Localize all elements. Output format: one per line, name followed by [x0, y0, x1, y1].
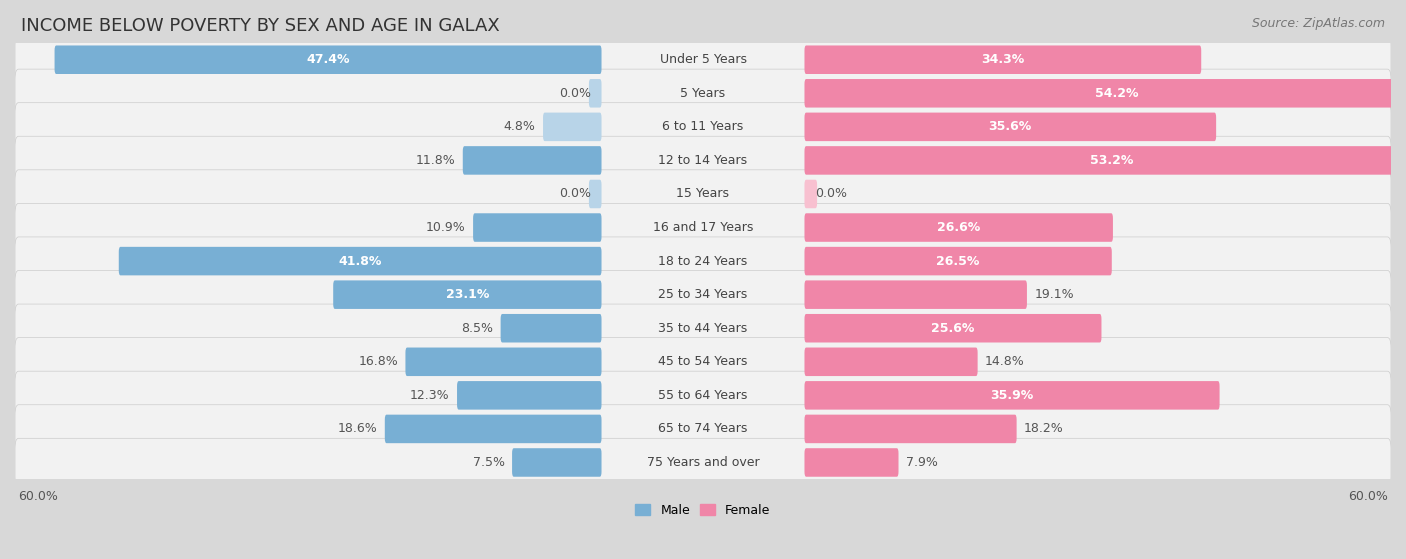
Text: 0.0%: 0.0% [815, 187, 848, 201]
FancyBboxPatch shape [15, 69, 1391, 117]
FancyBboxPatch shape [804, 45, 1201, 74]
FancyBboxPatch shape [15, 103, 1391, 151]
Legend: Male, Female: Male, Female [636, 504, 770, 517]
Text: 15 Years: 15 Years [676, 187, 730, 201]
FancyBboxPatch shape [15, 338, 1391, 386]
Text: 14.8%: 14.8% [986, 356, 1025, 368]
FancyBboxPatch shape [512, 448, 602, 477]
FancyBboxPatch shape [15, 237, 1391, 285]
Text: 5 Years: 5 Years [681, 87, 725, 100]
FancyBboxPatch shape [804, 179, 817, 209]
FancyBboxPatch shape [543, 112, 602, 141]
FancyBboxPatch shape [501, 314, 602, 343]
Text: 4.8%: 4.8% [503, 120, 536, 134]
Text: 60.0%: 60.0% [18, 490, 58, 503]
Text: 26.6%: 26.6% [936, 221, 980, 234]
FancyBboxPatch shape [15, 36, 1391, 84]
Text: 25.6%: 25.6% [931, 322, 974, 335]
FancyBboxPatch shape [15, 136, 1391, 184]
FancyBboxPatch shape [804, 112, 1216, 141]
Text: 6 to 11 Years: 6 to 11 Years [662, 120, 744, 134]
FancyBboxPatch shape [55, 45, 602, 74]
Text: Under 5 Years: Under 5 Years [659, 53, 747, 66]
Text: 0.0%: 0.0% [558, 87, 591, 100]
FancyBboxPatch shape [15, 371, 1391, 419]
Text: 47.4%: 47.4% [307, 53, 350, 66]
Text: 19.1%: 19.1% [1035, 288, 1074, 301]
FancyBboxPatch shape [15, 438, 1391, 487]
Text: 23.1%: 23.1% [446, 288, 489, 301]
FancyBboxPatch shape [15, 203, 1391, 252]
FancyBboxPatch shape [804, 247, 1112, 276]
FancyBboxPatch shape [804, 314, 1101, 343]
FancyBboxPatch shape [804, 281, 1026, 309]
FancyBboxPatch shape [385, 415, 602, 443]
FancyBboxPatch shape [804, 348, 977, 376]
Text: 25 to 34 Years: 25 to 34 Years [658, 288, 748, 301]
FancyBboxPatch shape [333, 281, 602, 309]
Text: 53.2%: 53.2% [1090, 154, 1133, 167]
Text: 55 to 64 Years: 55 to 64 Years [658, 389, 748, 402]
FancyBboxPatch shape [804, 146, 1406, 174]
Text: 34.3%: 34.3% [981, 53, 1025, 66]
Text: 18.6%: 18.6% [337, 423, 377, 435]
FancyBboxPatch shape [589, 179, 602, 209]
Text: INCOME BELOW POVERTY BY SEX AND AGE IN GALAX: INCOME BELOW POVERTY BY SEX AND AGE IN G… [21, 17, 501, 35]
FancyBboxPatch shape [589, 79, 602, 107]
FancyBboxPatch shape [804, 214, 1114, 242]
FancyBboxPatch shape [463, 146, 602, 174]
FancyBboxPatch shape [118, 247, 602, 276]
Text: 7.9%: 7.9% [905, 456, 938, 469]
Text: 16.8%: 16.8% [359, 356, 398, 368]
Text: 11.8%: 11.8% [416, 154, 456, 167]
FancyBboxPatch shape [15, 304, 1391, 352]
FancyBboxPatch shape [15, 405, 1391, 453]
FancyBboxPatch shape [804, 79, 1406, 107]
Text: 45 to 54 Years: 45 to 54 Years [658, 356, 748, 368]
FancyBboxPatch shape [405, 348, 602, 376]
Text: 75 Years and over: 75 Years and over [647, 456, 759, 469]
Text: 54.2%: 54.2% [1095, 87, 1139, 100]
FancyBboxPatch shape [804, 381, 1219, 410]
Text: 18.2%: 18.2% [1024, 423, 1064, 435]
FancyBboxPatch shape [15, 170, 1391, 218]
FancyBboxPatch shape [457, 381, 602, 410]
Text: 26.5%: 26.5% [936, 254, 980, 268]
FancyBboxPatch shape [804, 415, 1017, 443]
Text: 7.5%: 7.5% [472, 456, 505, 469]
Text: 8.5%: 8.5% [461, 322, 494, 335]
FancyBboxPatch shape [15, 271, 1391, 319]
FancyBboxPatch shape [472, 214, 602, 242]
Text: 35.6%: 35.6% [988, 120, 1032, 134]
Text: 18 to 24 Years: 18 to 24 Years [658, 254, 748, 268]
Text: 65 to 74 Years: 65 to 74 Years [658, 423, 748, 435]
Text: 12 to 14 Years: 12 to 14 Years [658, 154, 748, 167]
Text: 16 and 17 Years: 16 and 17 Years [652, 221, 754, 234]
Text: 10.9%: 10.9% [426, 221, 465, 234]
Text: Source: ZipAtlas.com: Source: ZipAtlas.com [1251, 17, 1385, 30]
Text: 35 to 44 Years: 35 to 44 Years [658, 322, 748, 335]
Text: 41.8%: 41.8% [339, 254, 382, 268]
Text: 35.9%: 35.9% [990, 389, 1033, 402]
Text: 60.0%: 60.0% [1348, 490, 1388, 503]
Text: 12.3%: 12.3% [411, 389, 450, 402]
Text: 0.0%: 0.0% [558, 187, 591, 201]
FancyBboxPatch shape [804, 448, 898, 477]
